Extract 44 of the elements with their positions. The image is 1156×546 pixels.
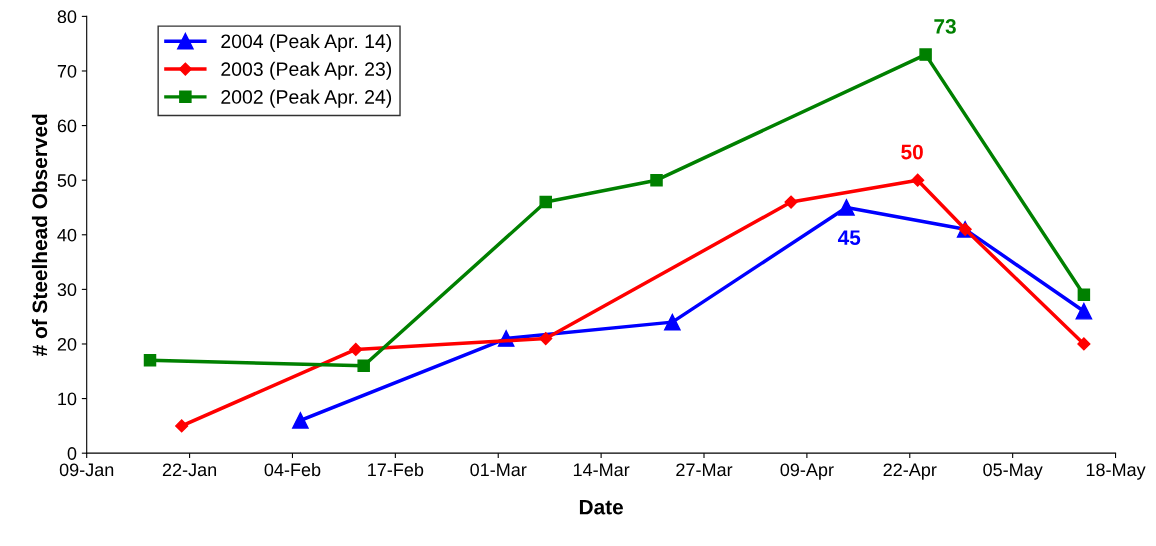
point xyxy=(143,354,157,367)
y-tick-label: 50 xyxy=(57,174,77,187)
x-tick-label: 09-Jan xyxy=(59,463,114,477)
point xyxy=(911,173,925,187)
x-tick-label: 04-Feb xyxy=(264,462,321,477)
point xyxy=(784,195,798,209)
point xyxy=(175,419,189,433)
x-tick-label: 18-May xyxy=(1086,463,1146,480)
legend-label: 2002 (Peak Apr. 24) xyxy=(221,89,392,108)
point xyxy=(1077,288,1091,302)
point xyxy=(539,331,553,346)
x-axis-title: Date xyxy=(579,499,623,515)
point xyxy=(1075,302,1093,320)
point xyxy=(919,48,932,61)
point xyxy=(539,195,552,209)
point xyxy=(357,359,370,373)
x-tick-label: 01-Mar xyxy=(470,463,527,477)
point xyxy=(292,412,309,429)
x-tick-label: 09-Apr xyxy=(780,463,834,480)
x-tick-label: 22-Apr xyxy=(883,463,937,480)
annotation: 45 xyxy=(837,230,861,246)
annotation: 73 xyxy=(934,19,956,34)
point xyxy=(650,173,663,187)
x-tick-label: 27-Mar xyxy=(676,463,733,477)
y-tick-label: 60 xyxy=(57,119,77,133)
x-tick-label: 22-Jan xyxy=(162,463,217,477)
x-tick-label: 05-May xyxy=(983,463,1043,480)
y-tick-label: 70 xyxy=(57,64,77,78)
y-tick-label: 10 xyxy=(58,392,77,406)
legend-label: 2004 (Peak Apr. 14) xyxy=(221,33,392,53)
y-tick-label: 20 xyxy=(57,337,77,351)
point xyxy=(664,313,681,331)
x-tick-label: 17-Feb xyxy=(368,462,424,477)
y-tick-label: 40 xyxy=(57,228,77,242)
point xyxy=(838,199,855,216)
y-axis-title: # of Steelhead Observed xyxy=(31,114,48,356)
point xyxy=(349,342,363,357)
y-tick-label: 0 xyxy=(67,447,77,460)
y-tick-label: 80 xyxy=(57,10,77,24)
legend-label: 2003 (Peak Apr. 23) xyxy=(221,61,392,80)
y-tick-label: 30 xyxy=(57,283,77,297)
annotation: 50 xyxy=(901,144,923,160)
x-tick-label: 14-Mar xyxy=(573,463,630,477)
point xyxy=(1077,337,1091,351)
